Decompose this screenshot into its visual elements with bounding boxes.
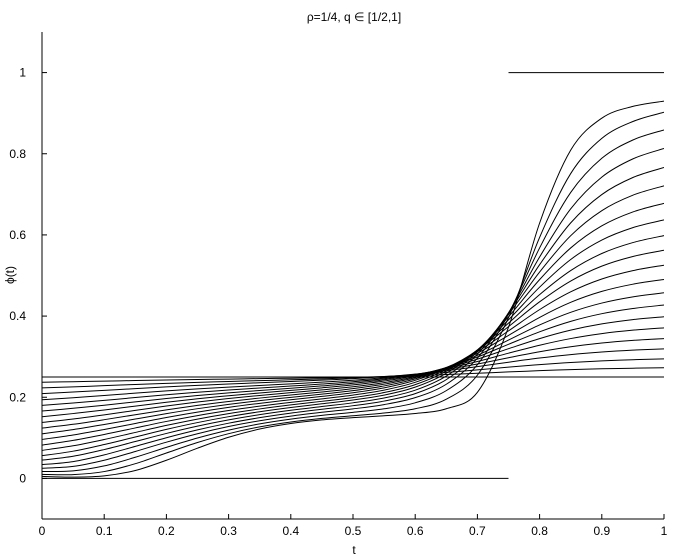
series-line-7 [42, 316, 664, 412]
series-line-19 [42, 129, 664, 473]
y-tick-label: 0 [19, 471, 26, 485]
y-tick-label: 1 [19, 66, 26, 80]
x-tick-label: 0.1 [96, 524, 113, 538]
x-tick-label: 0.5 [345, 524, 362, 538]
x-tick-label: 0 [39, 524, 46, 538]
x-tick-label: 0.6 [407, 524, 424, 538]
chart-title: ρ=1/4, q ∈ [1/2,1] [307, 10, 401, 24]
series-line-20 [42, 111, 664, 476]
x-tick-label: 1 [661, 524, 668, 538]
x-tick-label: 0.3 [220, 524, 237, 538]
y-axis-label: ϕ(t) [3, 266, 17, 284]
y-tick-label: 0.6 [9, 228, 26, 242]
series-line-21 [42, 100, 664, 478]
series-line-5 [42, 338, 664, 401]
series-line-12 [42, 249, 664, 440]
x-tick-label: 0.4 [282, 524, 299, 538]
y-tick-label: 0.8 [9, 147, 26, 161]
x-axis-label: t [352, 543, 356, 557]
series-line-4 [42, 348, 664, 395]
series-line-14 [42, 219, 664, 451]
series-line-18 [42, 148, 664, 469]
y-tick-label: 0.2 [9, 390, 26, 404]
series-line-10 [42, 278, 664, 429]
series-line-9 [42, 292, 664, 423]
series-line-8 [42, 304, 664, 418]
series-line-17 [42, 166, 664, 466]
x-tick-label: 0.9 [593, 524, 610, 538]
series-line-13 [42, 235, 664, 446]
series-line-3 [42, 358, 664, 389]
y-tick-label: 0.4 [9, 309, 26, 323]
series-line-6 [42, 327, 664, 406]
series-line-16 [42, 185, 664, 461]
series-line-2 [42, 367, 664, 383]
series-line-15 [42, 202, 664, 457]
series-line-11 [42, 264, 664, 435]
plot-area [42, 72, 664, 479]
x-tick-label: 0.7 [469, 524, 486, 538]
x-tick-label: 0.8 [531, 524, 548, 538]
axes: 0 0.1 0.2 0.3 0.4 0.5 0.6 0.7 0.8 0.9 1 0 0.2 0.4 0.6 0… [9, 32, 668, 538]
x-tick-label: 0.2 [158, 524, 175, 538]
